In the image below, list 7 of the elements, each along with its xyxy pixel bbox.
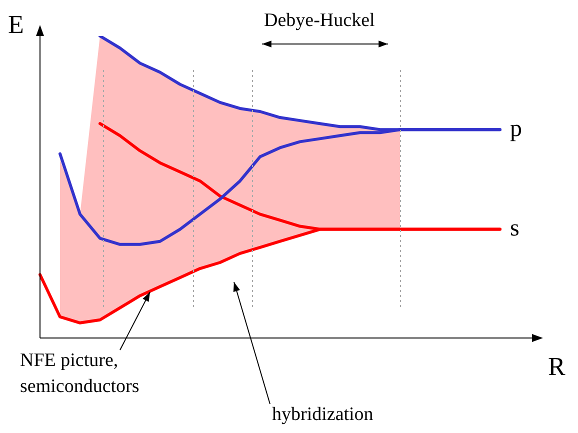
text: Debye-Huckel (264, 9, 376, 33)
text: NFE picture, semiconductors (20, 349, 140, 399)
y-axis-title: E (8, 10, 24, 40)
series-label: p (510, 116, 522, 142)
x-axis-title: R (548, 352, 566, 382)
series-label: s (510, 216, 520, 242)
text: hybridization (272, 403, 374, 427)
